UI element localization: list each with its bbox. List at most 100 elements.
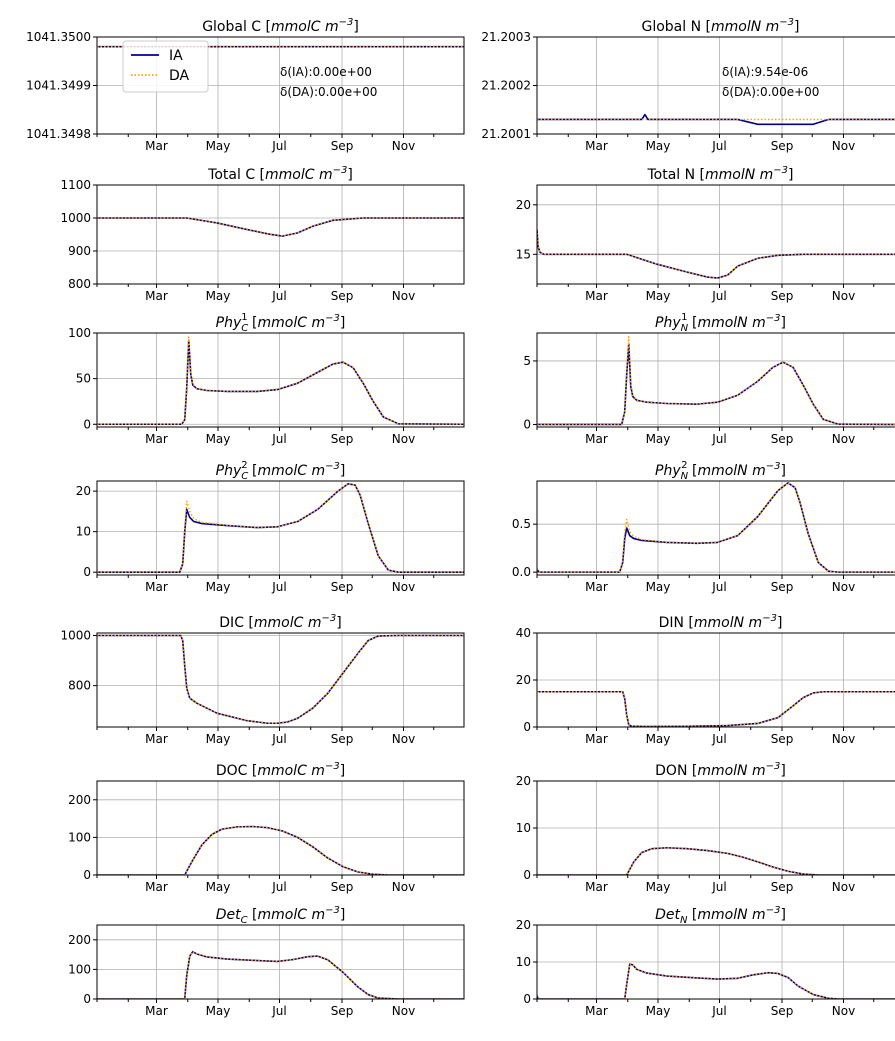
legend-label-ia: IA: [169, 48, 183, 64]
y-tick-label: 100: [68, 326, 91, 340]
x-tick-label: Mar: [145, 880, 168, 894]
x-tick-label: Mar: [585, 1004, 608, 1018]
x-tick-label: Sep: [771, 432, 794, 446]
y-tick-label: 200: [68, 793, 91, 807]
plot-frame: [536, 780, 895, 876]
title-exponent: −3: [321, 613, 336, 624]
x-tick-label: Nov: [392, 139, 415, 153]
title-exponent: −3: [766, 313, 781, 324]
x-tick-label: Mar: [145, 139, 168, 153]
legend: IA DA: [122, 40, 209, 93]
x-tick-label: Sep: [331, 289, 354, 303]
title-tail: ]: [340, 463, 345, 479]
title-unit: mmolC m: [258, 315, 326, 331]
x-tick-label: May: [646, 732, 671, 746]
y-tick-label: 200: [68, 933, 91, 947]
x-tick-label: May: [646, 289, 671, 303]
y-tick-label: 0.0: [512, 565, 531, 579]
x-tick-label: Jul: [711, 580, 726, 594]
title-unit: mmolN m: [697, 315, 765, 331]
title-tail: ]: [777, 615, 782, 631]
y-tick-label: 20: [516, 774, 531, 788]
title-tail: ]: [780, 315, 785, 331]
subplot-title: PhyC2 [mmolC m−3]: [216, 460, 346, 482]
series-line-ia: [537, 690, 895, 727]
x-tick-label: May: [206, 732, 231, 746]
plot-frame: [96, 780, 465, 876]
series-line-ia: [537, 343, 895, 426]
x-tick-label: Nov: [832, 1004, 855, 1018]
y-tick-label: 1000: [60, 211, 91, 225]
series-line-ia: [537, 846, 895, 875]
plot-frame: [96, 924, 465, 1000]
subplot-title: PhyN1 [mmolN m−3]: [655, 312, 786, 334]
x-tick-label: Jul: [271, 432, 286, 446]
series-line-da: [537, 691, 895, 727]
title-unit: mmolN m: [711, 19, 779, 35]
x-tick-label: Mar: [585, 732, 608, 746]
series-line-da: [97, 483, 464, 573]
x-tick-label: Nov: [392, 732, 415, 746]
subplot-phy1-n: Mar May Jul Sep Nov 0 5 PhyN1 [mmolN m−3]: [523, 312, 895, 446]
x-tick-label: Nov: [832, 580, 855, 594]
series-line-da: [97, 634, 464, 724]
subplot-phy1-c: Mar May Jul Sep Nov 0 50 100 PhyC1 [mmolC m−3]: [68, 312, 465, 446]
subplot-title: Total C [mmolC m−3]: [207, 165, 353, 183]
x-tick-label: Sep: [331, 580, 354, 594]
y-tick-label: 0: [523, 720, 531, 734]
subplot-det-n: Mar May Jul Sep Nov 0 10 20 DetN [mmolN m−3]: [516, 905, 895, 1018]
y-tick-label: 10: [76, 525, 91, 539]
title-unit: mmolC m: [265, 167, 333, 183]
title-superscript: 2: [681, 460, 687, 471]
y-tick-label: 0: [523, 992, 531, 1006]
subplot-title: Global C [mmolC m−3]: [202, 17, 359, 35]
x-tick-label: Jul: [271, 1004, 286, 1018]
title-exponent: −3: [325, 761, 340, 772]
x-tick-label: Jul: [711, 880, 726, 894]
title-exponent: −3: [773, 165, 788, 176]
subplot-phy2-n: Mar May Jul Sep Nov 0.0 0.5 PhyN2 [mmolN m−3]: [512, 460, 895, 594]
x-tick-label: May: [206, 1004, 231, 1018]
plot-frame: [96, 36, 465, 135]
subplot-total-c: Mar May Jul Sep Nov 800 900 1000 1100 Total C [mm…: [60, 165, 465, 303]
x-tick-label: Mar: [145, 732, 168, 746]
series-line-da: [537, 482, 895, 573]
series-line-da: [537, 963, 895, 999]
series-line-da: [97, 217, 464, 237]
plot-frame: [536, 332, 895, 428]
series-line-ia: [537, 963, 895, 999]
subplot-title: DOC [mmolC m−3]: [216, 761, 345, 779]
title-exponent: −3: [779, 17, 794, 28]
title-subscript: N: [681, 323, 689, 334]
title-bracket: [: [687, 907, 697, 923]
x-tick-label: Jul: [711, 289, 726, 303]
title-unit: mmolC m: [258, 463, 326, 479]
title-subscript: C: [241, 915, 248, 926]
title-tail: ]: [340, 315, 345, 331]
subplot-title: DetN [mmolN m−3]: [655, 905, 786, 926]
x-tick-label: Nov: [392, 880, 415, 894]
y-tick-label: 20: [516, 918, 531, 932]
series-line-da: [97, 950, 464, 999]
x-tick-label: Jul: [271, 139, 286, 153]
x-tick-label: May: [206, 432, 231, 446]
plot-frame: [536, 924, 895, 1000]
x-tick-label: Nov: [832, 880, 855, 894]
y-tick-label: 100: [68, 830, 91, 844]
title-main: DIN [: [659, 615, 694, 631]
title-main: Global C [: [202, 19, 271, 35]
title-exponent: −3: [325, 905, 340, 916]
title-tail: ]: [347, 167, 352, 183]
y-tick-label: 100: [68, 962, 91, 976]
y-tick-label: 0: [83, 992, 91, 1006]
x-tick-label: Jul: [711, 732, 726, 746]
y-tick-label: 20: [516, 198, 531, 212]
x-tick-label: Jul: [271, 880, 286, 894]
subplot-title: PhyN2 [mmolN m−3]: [655, 460, 786, 482]
subplot-total-n: Mar May Jul Sep Nov 15 20 Total N [mmolN m−3]: [516, 165, 895, 303]
plot-frame: [536, 184, 895, 285]
title-tail: ]: [336, 615, 341, 631]
subplot-det-c: Mar May Jul Sep Nov 0 100 200 DetC [mmolC m−3]: [68, 905, 465, 1018]
x-tick-label: Nov: [832, 432, 855, 446]
